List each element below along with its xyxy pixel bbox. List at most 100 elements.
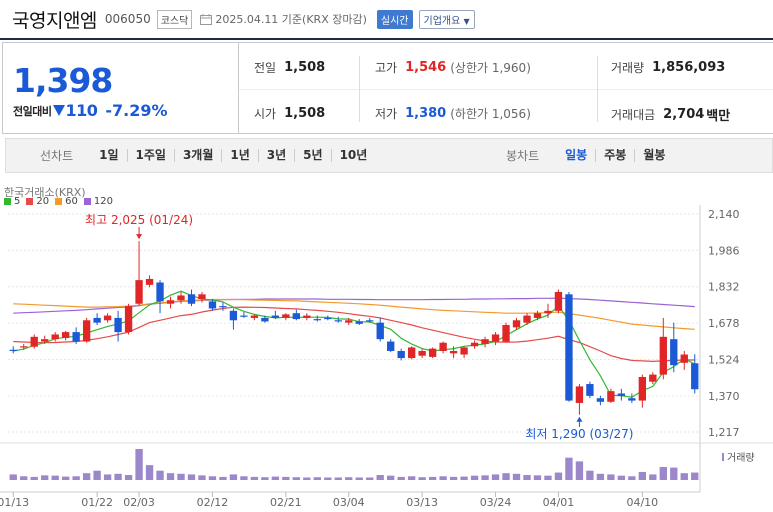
volume-bar bbox=[103, 474, 112, 480]
change-row: 전일대비 110 -7.29% bbox=[13, 101, 168, 120]
period-3y[interactable]: 3년 bbox=[259, 149, 296, 162]
stat-value: 2,704 bbox=[663, 107, 705, 122]
change-percent: -7.29% bbox=[105, 101, 168, 120]
price-chart[interactable]: 2,140 1,986 1,832 1,678 1,524 1,370 1,217 01/13… bbox=[0, 205, 773, 512]
candle bbox=[20, 343, 28, 350]
candle-body bbox=[366, 320, 374, 322]
candle-weekly[interactable]: 주봉 bbox=[596, 149, 636, 162]
candle bbox=[187, 289, 196, 307]
candle bbox=[177, 291, 185, 304]
volume-bar bbox=[460, 476, 468, 480]
stat-label: 전일 bbox=[254, 61, 277, 75]
candle-body bbox=[596, 398, 605, 402]
period-10y[interactable]: 10년 bbox=[339, 148, 368, 162]
candle-body bbox=[481, 339, 489, 344]
candle bbox=[145, 275, 154, 288]
candle-body bbox=[282, 314, 290, 318]
candle bbox=[397, 348, 405, 361]
chart-period-toolbar: 선차트 1일 1주일 3개월 1년 3년 5년 10년 봉차트 일봉 주봉 월봉 bbox=[5, 138, 773, 173]
candle bbox=[439, 341, 447, 354]
min-annotation: 최저 1,290 (03/27) bbox=[525, 427, 633, 441]
candle bbox=[659, 317, 667, 380]
candle bbox=[334, 316, 342, 323]
period-1y[interactable]: 1년 bbox=[222, 149, 259, 162]
candle-daily[interactable]: 일봉 bbox=[557, 149, 597, 162]
candle bbox=[51, 332, 59, 342]
candle bbox=[303, 313, 311, 321]
candle-body bbox=[208, 301, 217, 309]
candle-body bbox=[51, 334, 59, 340]
volume-bar bbox=[481, 475, 489, 480]
candle bbox=[324, 315, 332, 321]
volume-bar bbox=[61, 476, 70, 480]
volume-bar bbox=[407, 476, 416, 480]
y-tick-label: 2,140 bbox=[708, 208, 740, 221]
volume-bar bbox=[554, 472, 563, 480]
market-badge: 코스닥 bbox=[156, 9, 193, 29]
candle bbox=[680, 350, 688, 370]
candle bbox=[61, 330, 70, 341]
company-overview-dropdown[interactable]: 기업개요 ▼ bbox=[418, 9, 475, 29]
candle-body bbox=[554, 291, 563, 311]
candle bbox=[533, 310, 542, 321]
x-tick-label: 03/13 bbox=[406, 496, 438, 509]
volume-bar bbox=[261, 477, 269, 480]
candle-body bbox=[177, 295, 185, 301]
candle-body bbox=[691, 363, 699, 390]
legend-label: 60 bbox=[65, 196, 78, 207]
candle-body bbox=[135, 280, 143, 304]
candle-body bbox=[638, 376, 647, 401]
candle bbox=[208, 299, 217, 311]
candle-body bbox=[428, 348, 437, 357]
volume-bar bbox=[271, 476, 280, 480]
legend-swatch bbox=[4, 198, 11, 205]
volume-bar bbox=[544, 475, 552, 480]
legend-label: 20 bbox=[36, 196, 50, 207]
company-overview-label: 기업개요 bbox=[423, 15, 461, 27]
candle bbox=[261, 315, 269, 323]
stat-value: 1,856,093 bbox=[652, 60, 726, 75]
x-tick-label: 03/04 bbox=[333, 496, 365, 509]
legend-ma60: 60 bbox=[55, 196, 78, 207]
candle bbox=[30, 334, 38, 349]
candle-monthly[interactable]: 월봉 bbox=[643, 148, 666, 162]
line-chart-label: 선차트 bbox=[40, 149, 74, 163]
candle bbox=[250, 314, 259, 321]
period-1d[interactable]: 1일 bbox=[91, 149, 128, 162]
stats-divider bbox=[597, 56, 598, 122]
stat-open: 시가 1,508 bbox=[254, 105, 325, 122]
candle bbox=[607, 388, 615, 403]
volume-bar bbox=[135, 449, 143, 480]
candle bbox=[345, 317, 353, 326]
candle bbox=[512, 317, 521, 330]
volume-bar bbox=[187, 474, 196, 480]
candle-body bbox=[41, 339, 49, 342]
volume-bar bbox=[376, 475, 384, 480]
period-3m[interactable]: 3개월 bbox=[175, 149, 223, 162]
candle-body bbox=[198, 294, 206, 300]
volume-bar bbox=[9, 474, 17, 480]
x-tick-label: 01/22 bbox=[81, 496, 113, 509]
y-tick-label: 1,217 bbox=[708, 426, 740, 439]
period-1w[interactable]: 1주일 bbox=[128, 149, 175, 162]
candle bbox=[366, 317, 374, 323]
candle-body bbox=[449, 350, 458, 354]
candle-body bbox=[103, 315, 112, 321]
candle bbox=[481, 336, 489, 348]
period-5y[interactable]: 5년 bbox=[295, 149, 332, 162]
stat-value: 1,508 bbox=[284, 60, 326, 75]
legend-ma20: 20 bbox=[26, 196, 49, 207]
volume-bar bbox=[208, 476, 217, 480]
price-stats-panel: 전일 1,508 고가 1,546 (상한가 1,960) 거래량 1,856,… bbox=[239, 42, 773, 134]
volume-bar bbox=[607, 474, 615, 480]
stat-volume: 거래량 1,856,093 bbox=[611, 59, 725, 76]
candle bbox=[355, 319, 363, 326]
stat-label: 저가 bbox=[375, 107, 398, 121]
candle bbox=[617, 388, 626, 401]
volume-bar bbox=[250, 476, 259, 480]
candle bbox=[670, 322, 678, 373]
volume-bar bbox=[586, 470, 594, 480]
realtime-button[interactable]: 실시간 bbox=[376, 9, 413, 29]
stat-sub: (상한가 1,960) bbox=[450, 61, 531, 75]
min-arrow-icon bbox=[576, 416, 583, 422]
